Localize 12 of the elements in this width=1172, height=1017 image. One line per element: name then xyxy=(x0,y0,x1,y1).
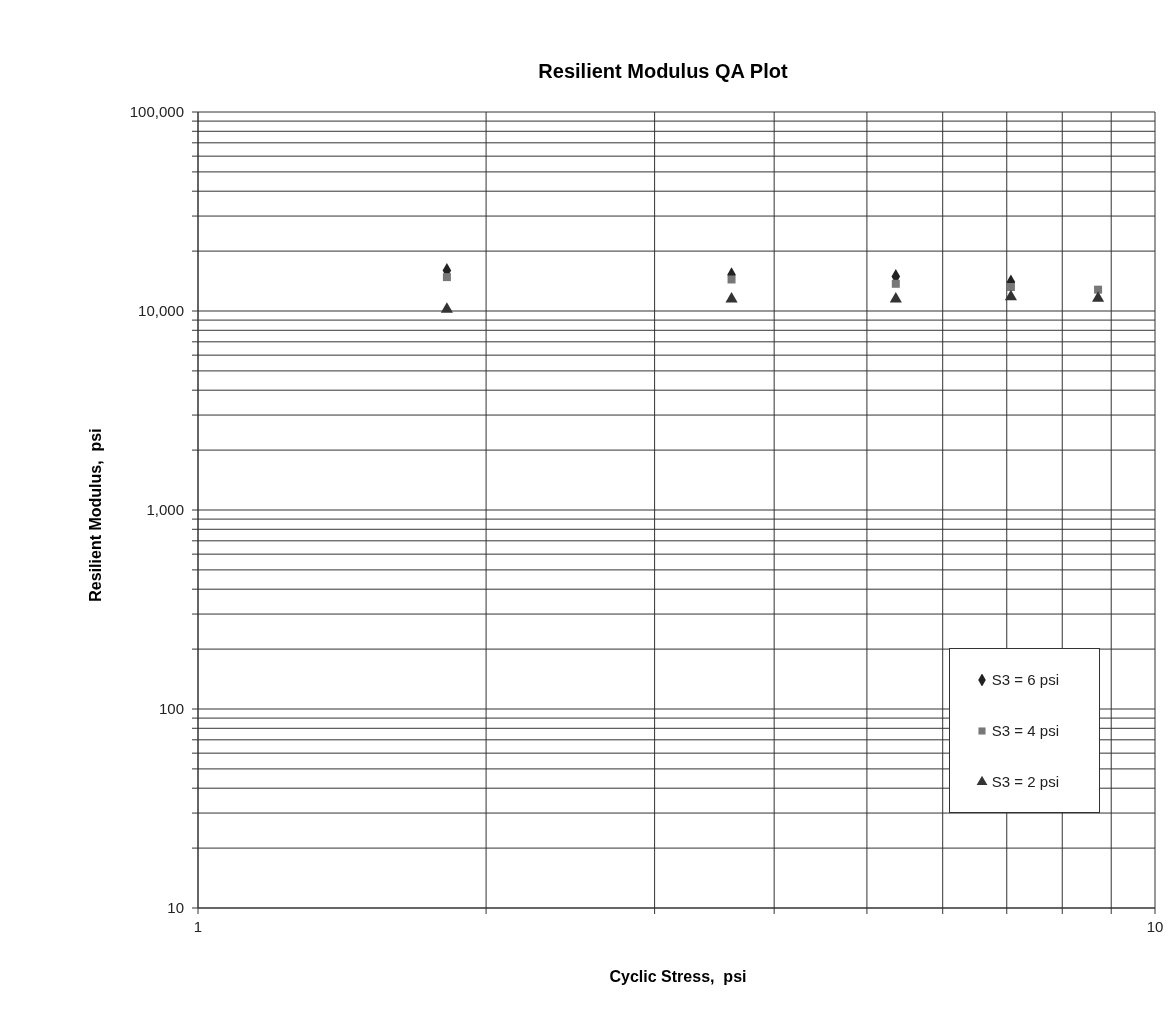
y-tick-label: 100,000 xyxy=(129,103,184,120)
legend-label: S3 = 4 psi xyxy=(991,722,1059,739)
x-tick-label: 1 xyxy=(193,918,203,935)
legend-label: S3 = 2 psi xyxy=(991,773,1059,790)
y-axis-title: Resilient Modulus, psi xyxy=(87,428,105,602)
y-tick-label: 1,000 xyxy=(146,501,184,518)
y-tick-label: 10,000 xyxy=(138,302,184,319)
chart-title: Resilient Modulus QA Plot xyxy=(537,60,789,83)
legend-label: S3 = 6 psi xyxy=(991,671,1059,688)
y-tick-label: 100 xyxy=(158,700,184,717)
x-axis-title: Cyclic Stress, psi xyxy=(608,968,748,986)
y-tick-label: 10 xyxy=(167,899,184,916)
